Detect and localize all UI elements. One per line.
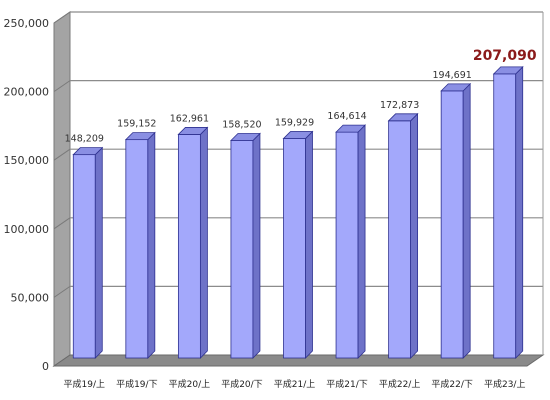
x-tick-label: 平成22/下 [431,378,473,390]
bar-front [125,139,149,359]
y-tick-label: 50,000 [11,291,50,304]
data-label: 159,152 [117,119,156,130]
bar-front [230,140,254,359]
bar [124,131,156,359]
bar-front [335,131,359,359]
x-tick-label: 平成20/下 [221,378,263,390]
bar-front [72,154,96,359]
side-wall [53,11,71,367]
x-tick-label: 平成21/上 [274,378,316,390]
data-label: 194,691 [433,70,472,81]
data-label: 159,929 [275,118,314,129]
data-label: 207,090 [473,48,537,64]
bar-side [462,82,471,359]
bar-top [335,124,367,133]
data-label: 148,209 [65,134,104,145]
bar-front [388,120,412,359]
y-axis-ticks: 0 50,000 100,000 150,000 200,000 250,000 [4,17,50,373]
bar [229,132,261,359]
data-label: 162,961 [170,113,209,124]
bar [440,82,472,359]
x-tick-label: 平成22/上 [379,378,421,390]
gridline-side [53,217,71,230]
x-tick-label: 平成21/下 [326,378,368,390]
x-tick-label: 平成23/上 [484,378,526,390]
bar-side [199,126,208,359]
bar [335,124,367,359]
bar [72,146,104,359]
y-tick-label: 150,000 [4,154,50,167]
bar-side [147,131,156,359]
bar [177,126,209,359]
y-tick-label: 0 [42,360,49,373]
x-tick-label: 平成19/上 [64,378,106,390]
bar-front [440,90,464,359]
gridline-side [53,11,71,24]
bar-top [229,133,261,141]
chart-walls [52,11,545,367]
bar-top [282,131,314,139]
bar-side [305,130,313,359]
gridline-side [53,80,71,93]
bar [492,65,524,359]
bar-front [493,73,517,359]
bar-top [387,113,419,122]
bar-front [177,134,201,359]
y-tick-label: 200,000 [4,86,50,99]
y-tick-label: 100,000 [4,223,50,236]
x-tick-label: 平成20/上 [169,378,211,390]
gridline-side [53,285,71,298]
data-label: 158,520 [222,120,261,131]
bar-top [177,127,209,135]
bar-side [410,112,419,359]
bar-top [72,147,104,156]
data-label: 172,873 [380,100,419,111]
bar [387,112,419,359]
bar-top [440,83,472,92]
x-axis-labels: 平成19/上 平成19/下 平成20/上 平成20/下 平成21/上 平成21/下 平成22… [64,378,526,390]
bar-side [357,124,366,359]
bar-top [492,66,524,75]
bar-side [252,132,261,359]
y-tick-label: 250,000 [4,17,50,30]
bar-side [94,146,103,359]
x-tick-label: 平成19/下 [116,378,158,390]
bars [72,65,524,359]
data-labels: 148,209 159,152 162,961 158,520 159,929 164,6… [65,48,537,145]
gridline-side [53,148,71,161]
bar-front [283,138,306,359]
bar-side [515,65,524,359]
data-label: 164,614 [327,111,366,122]
bar-top [124,132,156,141]
bar [282,130,314,359]
